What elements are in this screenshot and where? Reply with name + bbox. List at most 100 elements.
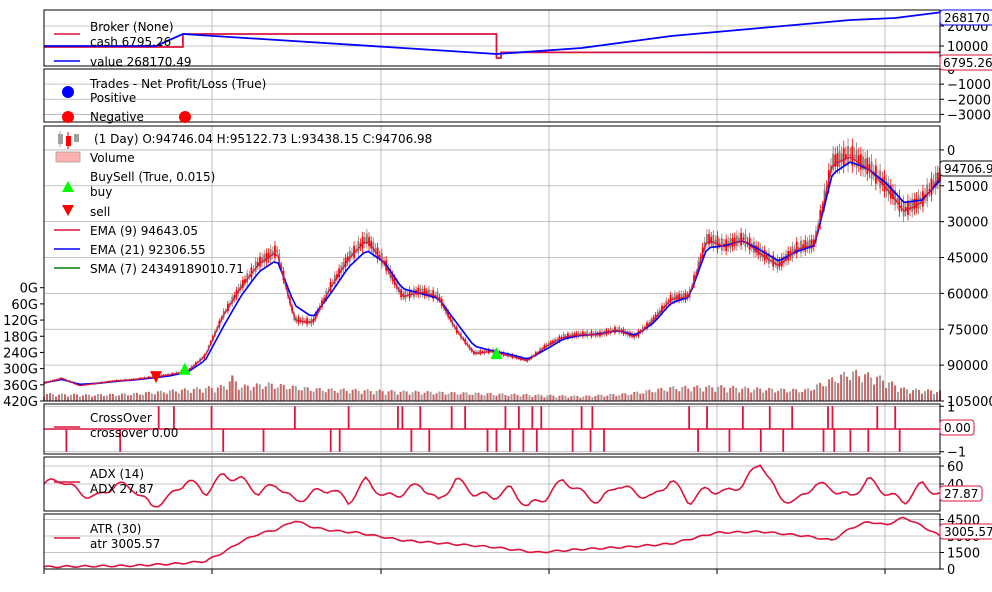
candle-body (917, 195, 920, 209)
price-tick-label-2: 75000 (947, 323, 988, 338)
volume-bar (108, 393, 111, 401)
adx-tick-label-0: 60 (947, 460, 964, 475)
volume-bar (510, 394, 513, 401)
volume-bar (684, 385, 687, 401)
candle-body (887, 182, 890, 196)
volume-bar (648, 389, 651, 401)
candle-body (932, 180, 935, 187)
volume-bar (375, 390, 378, 401)
candle-body (417, 287, 420, 296)
volume-bar (735, 387, 738, 401)
price-legend: (1 Day) O:94746.04 H:95122.73 L:93438.15… (54, 131, 432, 276)
candle-body (706, 234, 708, 244)
volume-bar (927, 389, 930, 401)
candle-body (669, 294, 672, 303)
atr-value-label: atr 3005.57 (90, 537, 160, 551)
candle-body (430, 293, 432, 295)
candle-body (718, 243, 721, 245)
candle-body (374, 247, 377, 253)
volume-bar (465, 392, 468, 401)
volume-bar (366, 389, 369, 401)
volume-bar (609, 393, 612, 401)
candle-body (586, 331, 589, 337)
candle-body (671, 296, 674, 300)
candle-body (340, 266, 343, 273)
volume-bar (135, 392, 138, 401)
volume-bar (408, 394, 411, 401)
volume-bar (411, 392, 414, 401)
price-tick-label-1: 90000 (947, 359, 988, 374)
volume-bar (825, 386, 828, 401)
candle-body (274, 245, 276, 258)
candle-body (883, 176, 886, 192)
volume-bar (246, 385, 249, 401)
volume-bar (612, 394, 615, 401)
volume-bar (678, 391, 681, 401)
volume-bar (804, 389, 807, 401)
volume-bar (432, 394, 435, 401)
cash-tag-text: 6795.26 (943, 56, 992, 70)
buy-legend-marker (62, 181, 74, 192)
volume-bar (114, 395, 117, 401)
candle-body (562, 333, 565, 340)
volume-bar (462, 392, 465, 401)
candle-body (406, 294, 409, 296)
volume-bar (558, 395, 561, 401)
volume-tick-label-1: 360G (3, 379, 38, 394)
volume-bar (339, 389, 342, 401)
volume-bar (756, 387, 759, 401)
candle-body (755, 245, 757, 253)
volume-bar (456, 394, 459, 401)
candle-body (845, 154, 847, 159)
positive-legend-marker (62, 86, 74, 98)
volume-bar (471, 394, 474, 401)
volume-bar (690, 391, 693, 401)
volume-bar (621, 393, 624, 401)
volume-bar (441, 391, 444, 401)
volume-bar (264, 386, 267, 401)
volume-bar (507, 396, 510, 401)
volume-bar (564, 395, 567, 401)
candle-body (791, 246, 794, 258)
candle-body (577, 332, 580, 337)
volume-bar (531, 396, 534, 401)
volume-bar (480, 394, 483, 401)
candle-body (772, 255, 775, 267)
volume-bar (345, 390, 348, 401)
candle-body (575, 332, 578, 337)
volume-bar (540, 395, 543, 401)
candle-body (804, 240, 807, 252)
volume-bar (447, 393, 450, 401)
volume-bar (357, 390, 360, 401)
volume-bar (219, 385, 222, 401)
candle-body (421, 288, 424, 295)
volume-bar (810, 390, 813, 401)
volume-bar (54, 396, 57, 401)
volume-bar (606, 395, 609, 401)
buysell-label: BuySell (True, 0.015) (90, 170, 215, 184)
candle-body (889, 185, 892, 199)
volume-bar (198, 389, 201, 401)
volume-bar (450, 391, 453, 401)
marks-layer (43, 11, 941, 569)
volume-bar (66, 396, 69, 401)
volume-bar (909, 393, 912, 401)
crossover-tag-text: 0.00 (944, 421, 971, 435)
volume-bar (528, 395, 531, 401)
crossover-tick-label-0: 1 (947, 400, 955, 415)
price-frame (43, 125, 941, 402)
candle-body (368, 237, 370, 247)
volume-bar (732, 385, 735, 401)
candle-body (338, 268, 341, 278)
candle-body (789, 251, 792, 257)
volume-bar (870, 377, 873, 401)
volume-bar (378, 389, 381, 401)
volume-bar (771, 388, 774, 401)
volume-bar (849, 380, 852, 401)
candle-body (849, 154, 852, 156)
volume-bar (150, 393, 153, 401)
volume-bar (159, 390, 162, 401)
candle-body (840, 153, 843, 163)
volume-bar (711, 387, 714, 401)
candle-body (862, 156, 864, 170)
